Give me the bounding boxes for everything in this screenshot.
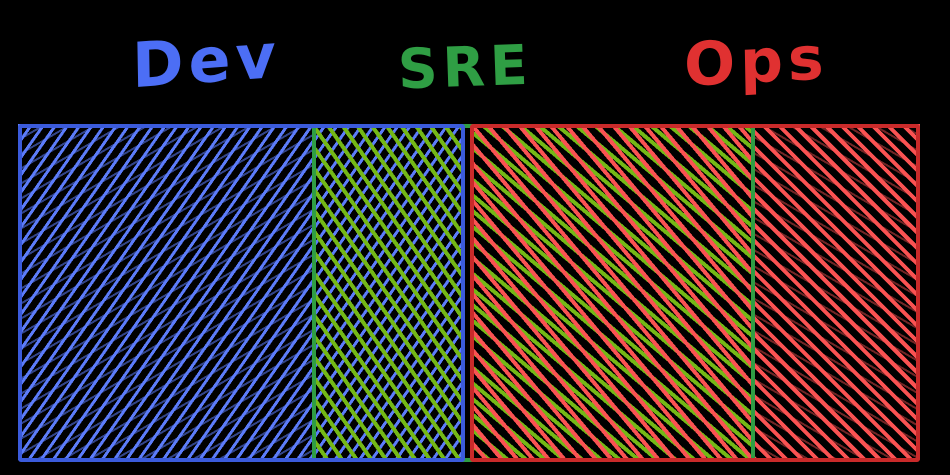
sre-label: SRE [396, 32, 534, 102]
dev-only-region [18, 124, 312, 462]
sre-ops-overlap-region [470, 124, 755, 462]
ops-label: Ops [683, 23, 830, 101]
dev-label: Dev [131, 18, 282, 103]
ops-only-region [755, 124, 920, 462]
dev-sre-overlap-region [312, 124, 465, 462]
overlap-rectangle [18, 124, 920, 462]
